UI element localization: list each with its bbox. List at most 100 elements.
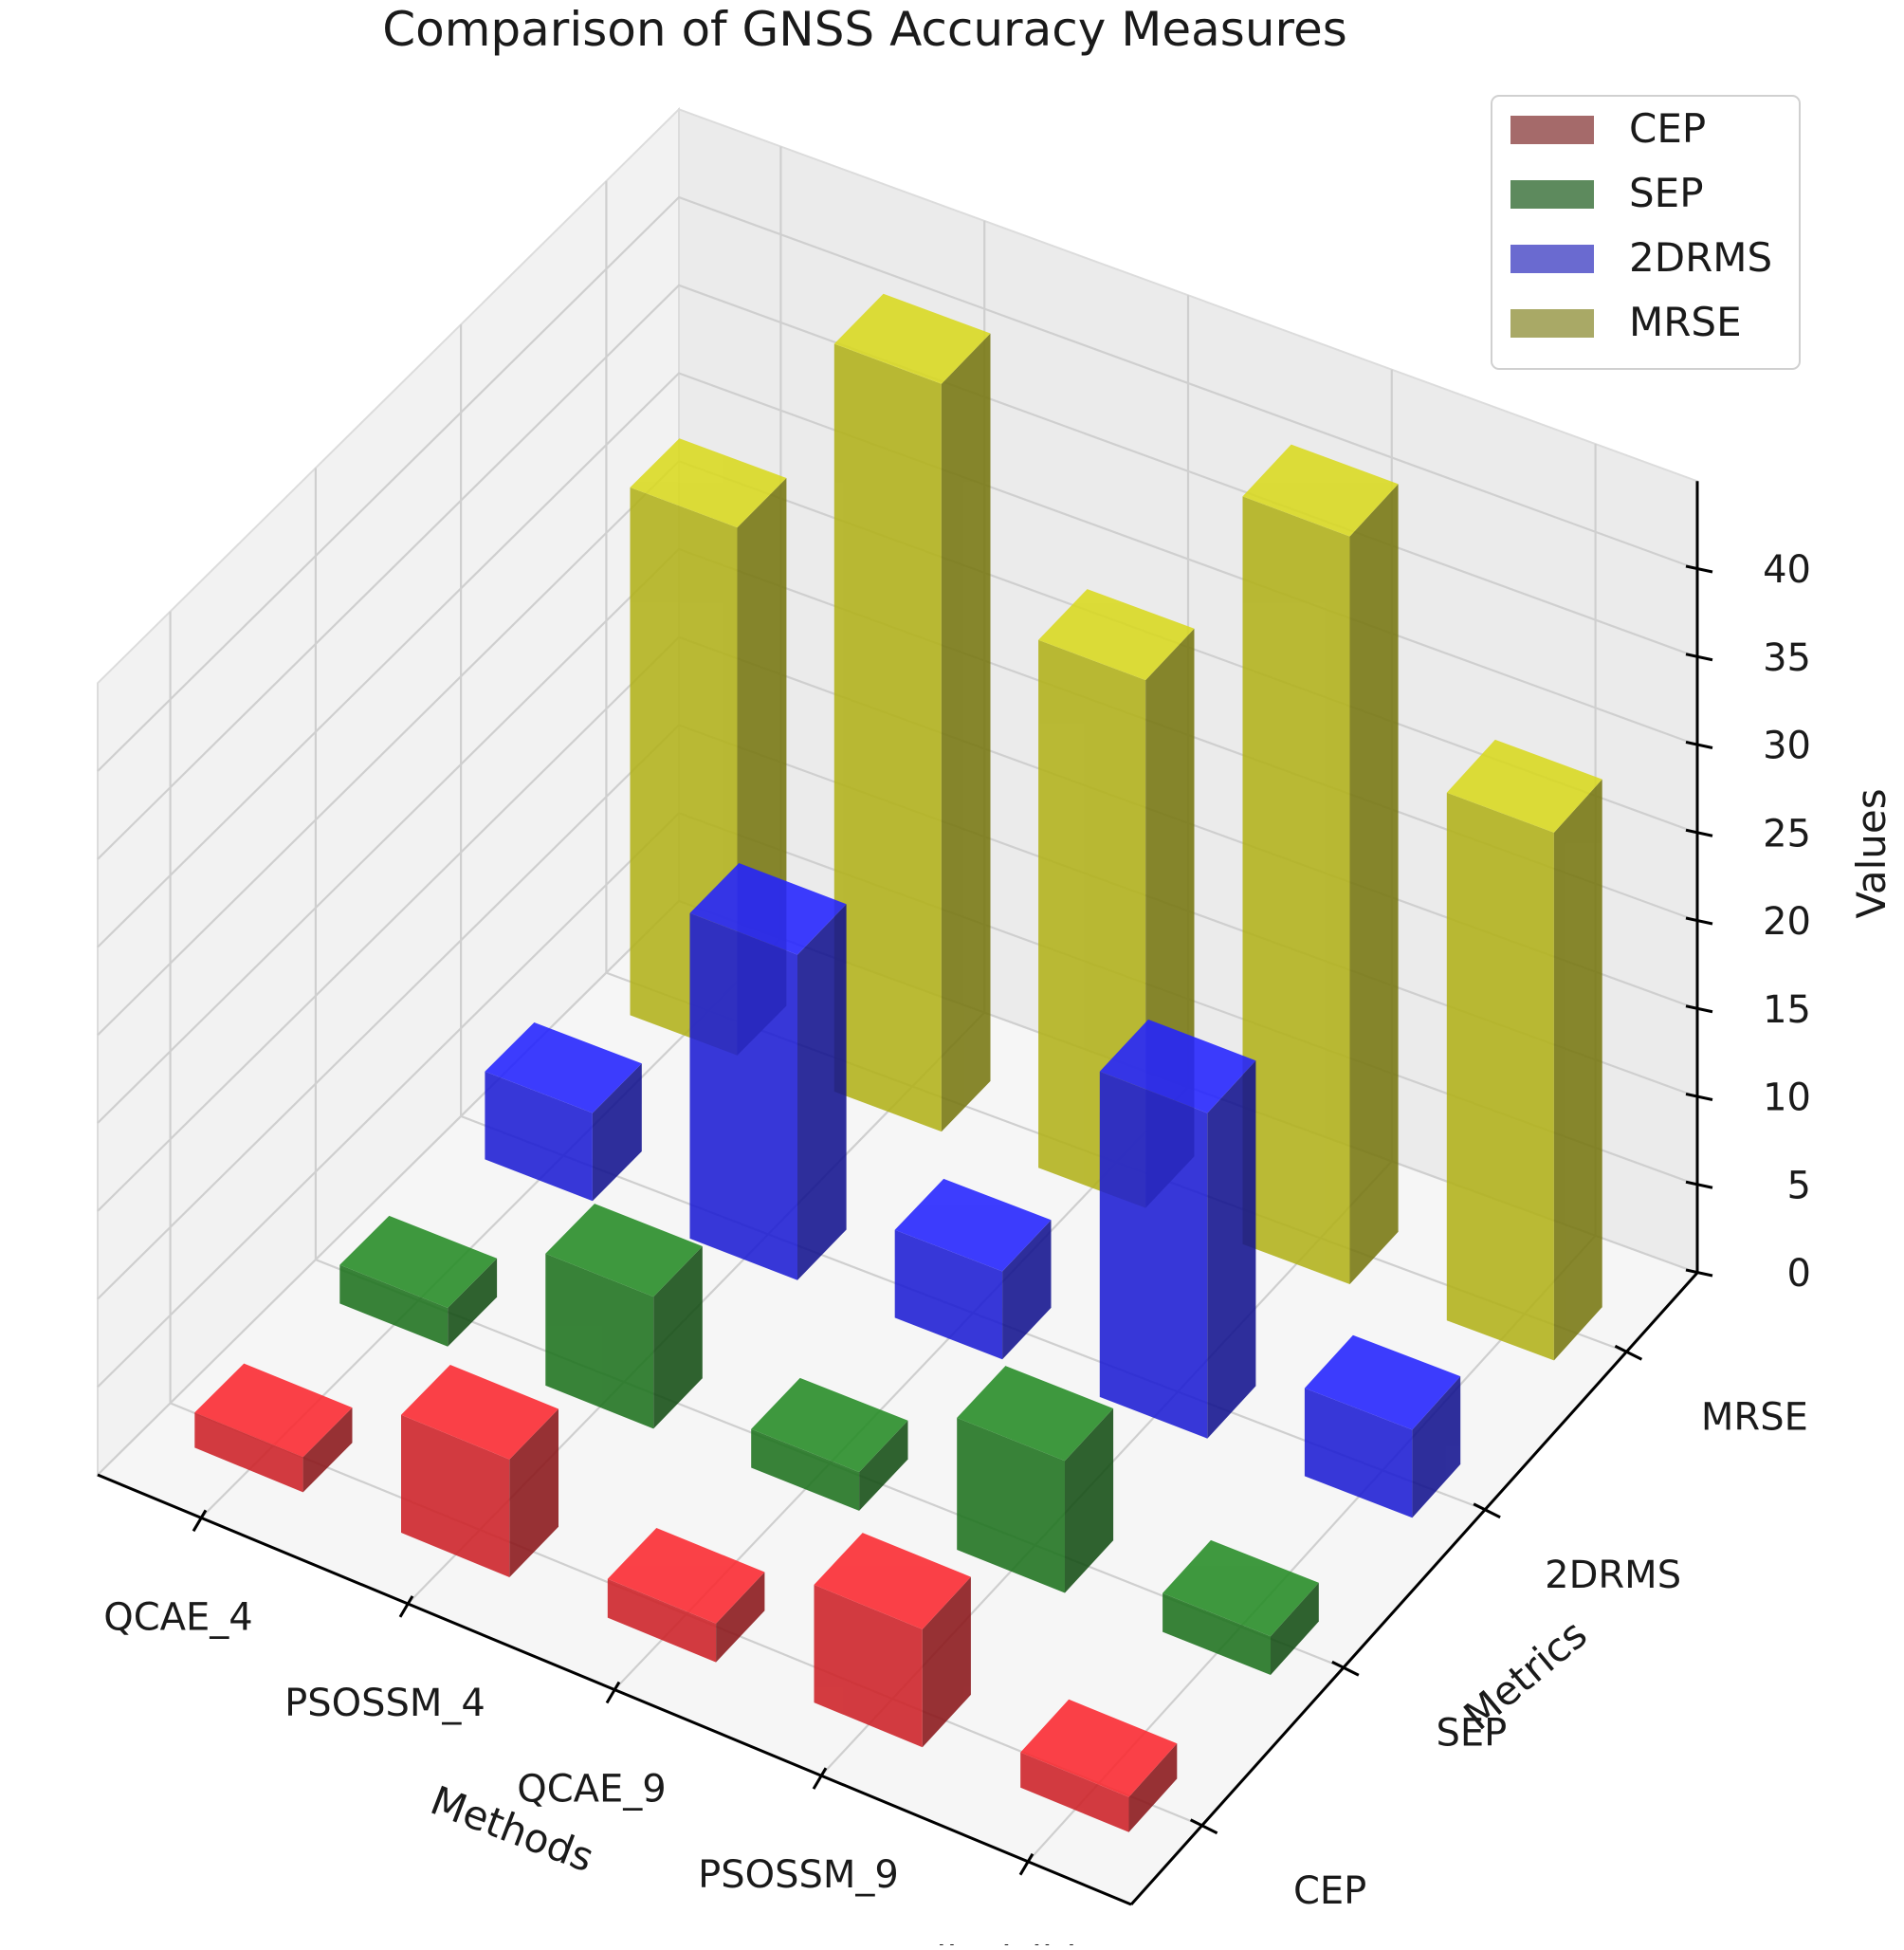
y-tick-mark [1473, 1502, 1501, 1519]
x-tick-mark [1018, 1852, 1034, 1876]
z-tick-label: 20 [1763, 900, 1811, 944]
bar-top-face [545, 1204, 703, 1297]
y-tick-mark [1189, 1818, 1218, 1835]
x-tick-label: QCAE_4 [103, 1595, 253, 1639]
bar-side-face [941, 333, 991, 1132]
z-tick-mark [1685, 1268, 1713, 1278]
bar-front-face [814, 1584, 923, 1748]
x-tick-label: QCAE_9 [517, 1768, 667, 1812]
x-tick-label: PSOSSM_4 [284, 1682, 485, 1725]
bar-top-face [833, 293, 991, 384]
bar-front-face [833, 343, 942, 1132]
bar-SEP-All_Visible [1163, 1539, 1319, 1675]
bar-front-face [1163, 1592, 1271, 1675]
z-tick-mark [1685, 1093, 1713, 1101]
bar-front-face [607, 1578, 717, 1663]
y-tick-mark [1331, 1660, 1360, 1677]
bar-top-face [630, 438, 787, 528]
z-tick-mark [1685, 653, 1713, 662]
bar-2DRMS-All_Visible [1304, 1334, 1461, 1518]
bar-MRSE-PSOSSM_4 [833, 293, 991, 1132]
bar-top-face [1038, 589, 1195, 681]
bar-side-face [592, 1063, 642, 1202]
bar-SEP-PSOSSM_4 [545, 1204, 703, 1429]
x-tick-mark [398, 1595, 414, 1618]
bar-side-face [859, 1420, 908, 1511]
bar-side-face [797, 904, 847, 1280]
x-tick-label: All_Visible [910, 1940, 1100, 1945]
bar-top-face [1163, 1539, 1319, 1637]
bar-side-face [448, 1258, 498, 1347]
bar-front-face [1020, 1752, 1129, 1832]
bar-front-face [339, 1264, 449, 1347]
bar-SEP-QCAE_9 [751, 1377, 908, 1511]
bar-front-face [485, 1071, 593, 1202]
z-tick-mark [1685, 828, 1713, 837]
x-tick-mark [812, 1767, 828, 1790]
legend-frame [1491, 95, 1801, 370]
x-tick-label: PSOSSM_9 [698, 1853, 899, 1897]
bar-2DRMS-PSOSSM_4 [689, 863, 847, 1280]
bar-side-face [1553, 779, 1602, 1361]
bar-front-face [957, 1417, 1065, 1593]
z-tick-mark [1685, 916, 1713, 926]
bar-front-face [689, 912, 797, 1280]
legend-label: MRSE [1629, 299, 1742, 345]
bar-side-face [1207, 1060, 1256, 1439]
bars [194, 293, 1602, 1832]
bar-top-face [401, 1365, 558, 1460]
bar-front-face [1446, 792, 1554, 1361]
bar-side-face [1065, 1408, 1114, 1593]
bar-top-face [689, 863, 847, 955]
z-tick-label: 15 [1763, 988, 1811, 1032]
z-tick-mark [1685, 741, 1713, 749]
bar-side-face [302, 1407, 353, 1493]
legend-label: 2DRMS [1629, 234, 1772, 281]
bar-front-face [545, 1253, 654, 1429]
bar-CEP-QCAE_4 [194, 1363, 353, 1493]
legend-swatch [1510, 116, 1594, 144]
chart-title: Comparison of GNSS Accuracy Measures [382, 2, 1347, 57]
y-axis-label: Metrics [1455, 1610, 1596, 1739]
bar-MRSE-All_Visible [1446, 739, 1602, 1361]
y-tick-label: CEP [1293, 1869, 1366, 1913]
legend-label: SEP [1629, 170, 1704, 216]
bar-top-face [814, 1533, 971, 1629]
y-tick-mark [1614, 1344, 1643, 1361]
bar-top-face [607, 1528, 765, 1624]
bar-top-face [894, 1178, 1052, 1272]
bar-top-face [751, 1377, 908, 1473]
bar-CEP-PSOSSM_4 [401, 1365, 558, 1577]
bar-SEP-QCAE_4 [339, 1215, 498, 1347]
bar-top-face [957, 1366, 1114, 1462]
bar-front-face [894, 1229, 1003, 1360]
bar-side-face [922, 1576, 971, 1748]
bar-side-face [716, 1572, 765, 1663]
z-tick-mark [1685, 1004, 1713, 1014]
bar-front-face [1304, 1388, 1413, 1518]
bar-2DRMS-QCAE_9 [894, 1178, 1052, 1360]
legend-label: CEP [1629, 105, 1706, 152]
bar-CEP-All_Visible [1020, 1699, 1178, 1832]
bar-side-face [1002, 1220, 1052, 1360]
bar-CEP-QCAE_9 [607, 1528, 765, 1663]
z-tick-label: 30 [1763, 725, 1811, 768]
bar-top-face [339, 1215, 498, 1308]
bar-front-face [194, 1412, 303, 1493]
z-axis-label: Values [1848, 788, 1895, 918]
z-tick-label: 10 [1763, 1076, 1811, 1120]
bar-MRSE-PSOSSM_9 [1242, 444, 1399, 1284]
z-tick-label: 25 [1763, 812, 1811, 855]
axes: QCAE_4 PSOSSM_4 QCAE_9 PSOSSM_9 All_Visible C… [97, 481, 1811, 1950]
bar-top-face [1242, 444, 1399, 537]
bar-SEP-PSOSSM_9 [957, 1366, 1114, 1593]
z-tick-label: 35 [1763, 636, 1811, 680]
z-tick-label: 0 [1787, 1252, 1811, 1296]
legend: CEP SEP 2DRMS MRSE [1491, 95, 1801, 370]
bar-top-face [194, 1363, 353, 1458]
z-tick-mark [1685, 564, 1713, 574]
z-tick-label: 5 [1787, 1164, 1811, 1207]
bar-top-face [1446, 739, 1602, 833]
bar-front-face [1099, 1071, 1208, 1439]
